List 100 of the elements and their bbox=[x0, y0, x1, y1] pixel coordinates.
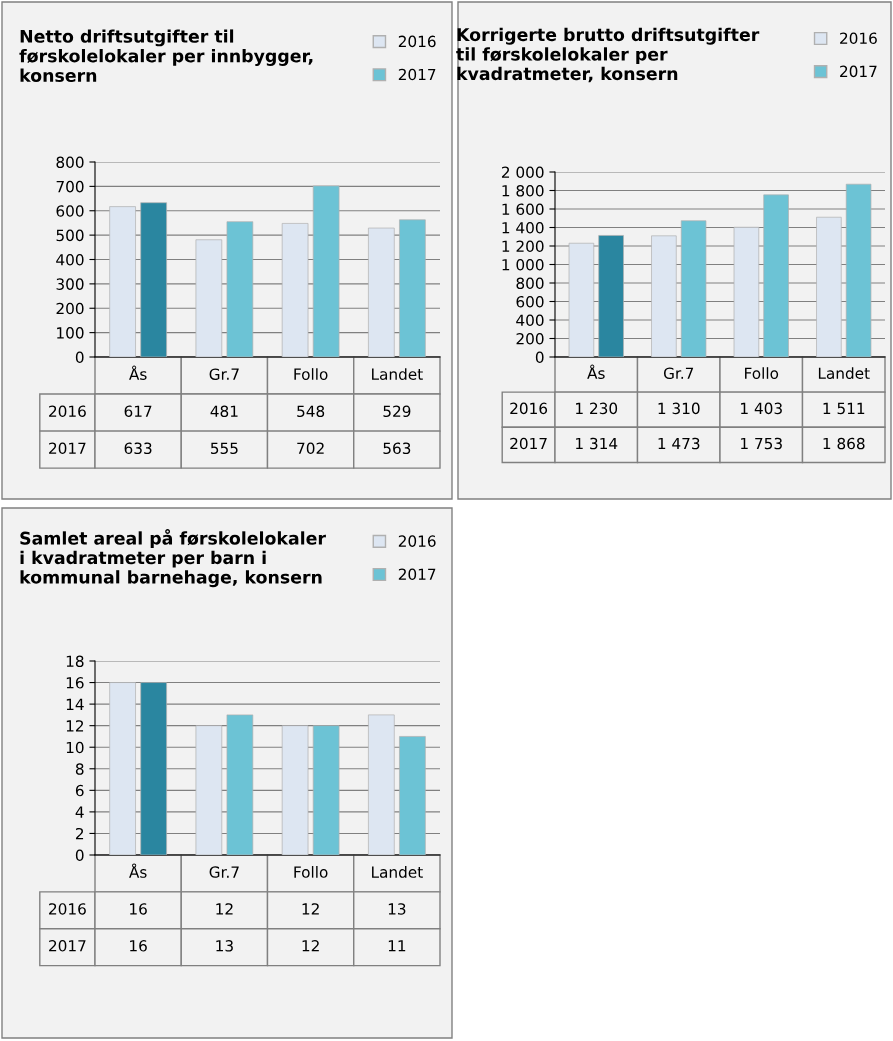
bar bbox=[109, 206, 136, 357]
legend-label: 2017 bbox=[398, 568, 436, 581]
x-tick-label: Gr.7 bbox=[209, 368, 239, 380]
y-tick-label: 700 bbox=[56, 180, 84, 193]
y-tick-label: 14 bbox=[66, 698, 84, 710]
bar bbox=[226, 714, 254, 855]
y-tick-label: 4 bbox=[75, 806, 84, 818]
y-tick-label: 600 bbox=[516, 295, 544, 308]
data-label: 548 bbox=[297, 405, 325, 418]
legend-label: 2016 bbox=[840, 32, 877, 45]
data-label: 617 bbox=[124, 405, 152, 418]
data-label: 12 bbox=[216, 903, 233, 915]
bar bbox=[109, 682, 136, 855]
bar bbox=[368, 227, 395, 357]
data-label: 13 bbox=[388, 903, 406, 915]
data-label: 633 bbox=[124, 442, 152, 455]
legend-label: 2017 bbox=[398, 68, 436, 81]
bar bbox=[399, 219, 426, 357]
bar bbox=[399, 736, 426, 855]
y-tick-label: 18 bbox=[66, 655, 84, 668]
y-tick-label: 8 bbox=[75, 763, 84, 775]
y-tick-label: 6 bbox=[75, 784, 84, 797]
x-tick-label: Landet bbox=[818, 367, 870, 380]
x-tick-label: Gr.7 bbox=[663, 367, 694, 380]
bar bbox=[312, 185, 340, 357]
data-label: 1 511 bbox=[823, 402, 865, 415]
y-tick-label: 1 600 bbox=[502, 203, 544, 216]
y-tick-label: 1 800 bbox=[502, 184, 544, 197]
y-tick-label: 12 bbox=[66, 720, 84, 732]
legend-label: 2016 bbox=[398, 35, 436, 48]
text: 2016 bbox=[49, 405, 86, 418]
x-tick-label: Landet bbox=[372, 866, 423, 878]
y-tick-label: 0 bbox=[535, 351, 544, 364]
bar bbox=[598, 235, 624, 357]
y-tick-label: 800 bbox=[516, 277, 544, 290]
text: 2017 bbox=[49, 940, 86, 952]
y-tick-label: 200 bbox=[516, 332, 544, 345]
x-tick-label: Landet bbox=[372, 368, 423, 380]
data-label: 12 bbox=[302, 903, 319, 915]
bar bbox=[281, 223, 309, 357]
chart-title: Netto driftsutgifter til førskolelokaler per innbygger, konsern bbox=[19, 29, 313, 82]
bar bbox=[195, 725, 223, 855]
y-tick-label: 300 bbox=[56, 278, 84, 290]
data-label: 1 753 bbox=[741, 437, 782, 450]
y-tick-label: 1 400 bbox=[502, 221, 544, 234]
bar bbox=[680, 220, 707, 357]
chart-title: Korrigerte brutto driftsutgifter til førskolelokaler per kvadratmeter, konsern bbox=[456, 27, 760, 83]
x-tick-label: Ås bbox=[587, 364, 605, 380]
data-label: 1 314 bbox=[576, 437, 618, 450]
y-tick-label: 400 bbox=[516, 314, 544, 327]
bar bbox=[568, 242, 595, 357]
x-tick-label: Follo bbox=[294, 368, 328, 380]
bar bbox=[140, 682, 167, 855]
data-label: 1 230 bbox=[576, 402, 618, 415]
data-label: 11 bbox=[388, 940, 406, 952]
x-tick-label: Follo bbox=[294, 866, 328, 878]
y-tick-label: 10 bbox=[66, 741, 84, 754]
text: 2017 bbox=[49, 442, 86, 455]
y-tick-label: 1 000 bbox=[502, 258, 544, 271]
data-label: 1 403 bbox=[741, 402, 782, 415]
data-label: 12 bbox=[302, 940, 319, 952]
data-label: 529 bbox=[383, 405, 411, 418]
data-label: 1 310 bbox=[658, 402, 700, 415]
data-label: 563 bbox=[383, 442, 411, 455]
data-label: 1 473 bbox=[658, 437, 700, 450]
bar bbox=[733, 226, 760, 357]
bar bbox=[651, 235, 677, 357]
bar bbox=[368, 714, 395, 855]
data-label: 13 bbox=[216, 940, 233, 952]
bar bbox=[195, 239, 223, 357]
x-tick-label: Ås bbox=[129, 365, 147, 380]
x-tick-label: Follo bbox=[745, 367, 779, 380]
data-label: 481 bbox=[210, 405, 238, 418]
bar bbox=[816, 216, 842, 357]
data-label: 555 bbox=[210, 442, 238, 455]
bar bbox=[226, 221, 254, 357]
bar bbox=[281, 725, 309, 855]
y-tick-label: 200 bbox=[56, 302, 84, 315]
y-tick-label: 0 bbox=[75, 351, 84, 364]
y-tick-label: 100 bbox=[57, 327, 84, 339]
data-label: 16 bbox=[130, 940, 147, 952]
data-label: 702 bbox=[297, 442, 324, 455]
data-label: 16 bbox=[130, 903, 147, 915]
legend-label: 2016 bbox=[398, 535, 436, 547]
bar bbox=[312, 725, 340, 855]
y-tick-label: 600 bbox=[56, 205, 84, 217]
y-tick-label: 400 bbox=[56, 253, 84, 266]
y-tick-label: 500 bbox=[56, 229, 84, 242]
x-tick-label: Gr.7 bbox=[209, 866, 239, 878]
bar bbox=[763, 194, 789, 357]
bar bbox=[845, 183, 872, 357]
text: 2016 bbox=[49, 903, 86, 915]
y-tick-label: 0 bbox=[75, 849, 84, 862]
y-tick-label: 2 000 bbox=[501, 166, 544, 179]
chart-title: Samlet areal på førskolelokaler i kvadratmeter per barn i kommunal barnehage, konsern bbox=[20, 529, 326, 588]
y-tick-label: 1 200 bbox=[502, 240, 544, 253]
text: 2016 bbox=[510, 402, 548, 415]
legend-label: 2017 bbox=[840, 65, 877, 78]
y-tick-label: 2 bbox=[75, 827, 84, 840]
y-tick-label: 16 bbox=[66, 677, 84, 689]
